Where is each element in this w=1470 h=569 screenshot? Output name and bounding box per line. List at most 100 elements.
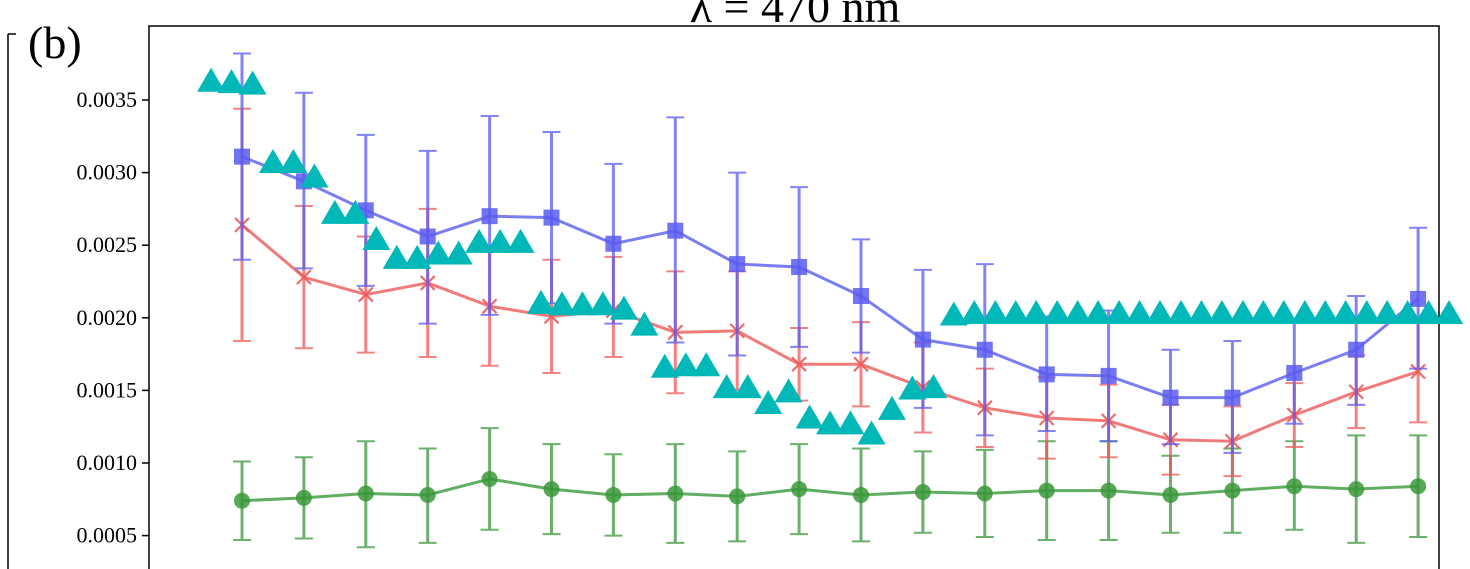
data-point-cyan [733,374,762,399]
data-point-green [295,489,312,506]
data-point-blue [605,235,622,252]
data-point-green [667,485,684,502]
data-point-blue [1224,389,1241,406]
data-point-green [1100,482,1117,499]
x-marker-stroke [296,269,312,285]
data-point-blue [853,288,869,305]
data-point-blue [1162,389,1179,406]
data-point-cyan [836,410,865,435]
series-line-blue [241,155,1420,400]
data-point-cyan [1435,300,1464,325]
data-point-cyan [1105,300,1134,325]
data-point-blue [1038,366,1055,383]
data-point-cyan [1311,300,1340,325]
y-tick-label: 0.0030 [77,160,138,185]
data-point-cyan [258,149,287,174]
data-point-cyan [816,410,845,435]
series-green [233,427,1428,549]
data-point-cyan [300,163,329,188]
data-point-green [605,486,622,503]
data-point-blue [667,222,684,239]
y-tick-label: 0.0020 [77,305,138,330]
data-point-red [358,286,374,303]
data-point-cyan [568,291,597,316]
data-point-green [729,488,746,505]
left-bracket [7,33,16,569]
data-point-green [357,485,374,502]
x-marker-stroke [791,356,807,373]
data-point-cyan [217,69,246,94]
data-point-blue [419,228,436,245]
data-point-cyan [712,374,741,399]
data-point-blue [1100,367,1117,384]
y-axis: 0.0005 0.0010 0.0015 0.0020 0.0025 0.0030 0.00… [77,87,149,548]
x-marker-stroke [1410,363,1426,380]
data-point-green [234,492,250,509]
data-point-cyan [1249,300,1278,325]
data-point-cyan [1290,300,1319,325]
data-point-cyan [238,70,267,95]
x-marker-stroke [358,286,374,303]
data-point-green [543,481,560,498]
data-point-cyan [197,67,226,92]
panel-label: (b) [28,17,82,68]
data-point-cyan [609,295,638,320]
data-point-cyan [526,289,555,314]
data-point-cyan [444,240,473,265]
data-point-cyan [1187,300,1216,325]
data-point-cyan [506,228,535,253]
y-tick-label: 0.0035 [77,87,138,112]
plot-area [197,52,1464,549]
data-point-cyan [774,378,803,403]
data-point-cyan [548,291,577,316]
x-marker-stroke [853,356,869,373]
y-tick-label: 0.0005 [77,523,138,548]
data-point-green [914,484,931,501]
data-point-cyan [1084,300,1113,325]
data-point-cyan [1414,300,1443,325]
data-point-blue [791,258,808,275]
data-point-cyan [981,300,1010,325]
data-point-cyan [403,244,432,269]
data-point-red [1410,363,1426,380]
data-point-cyan [1393,300,1422,325]
data-point-green [1410,478,1427,495]
data-point-cyan [1207,300,1236,325]
data-point-blue [543,209,560,226]
data-point-green [481,470,498,487]
series-line-red [241,223,1419,443]
data-point-red [296,269,312,285]
data-point-cyan [1352,300,1381,325]
series-line-green [241,477,1419,503]
data-point-green [1162,486,1179,503]
data-point-blue [729,256,746,273]
data-point-cyan [939,301,968,326]
data-point-cyan [671,352,700,377]
data-point-green [976,485,993,502]
data-point-blue [976,341,993,358]
y-tick-label: 0.0025 [77,232,138,257]
data-point-cyan [960,300,989,325]
data-point-cyan [362,225,391,250]
data-point-cyan [424,240,453,265]
data-point-cyan [1269,300,1298,325]
data-point-cyan [692,352,721,377]
data-point-green [1286,478,1303,495]
series-blue [233,52,1428,454]
data-point-green [1224,482,1241,499]
data-point-cyan [1125,300,1154,325]
data-point-cyan [1228,300,1257,325]
data-point-red [853,356,869,373]
data-point-green [419,486,436,503]
data-point-cyan [486,228,515,253]
data-point-green [1038,482,1055,499]
data-point-cyan [341,199,370,224]
data-point-cyan [588,291,617,316]
data-point-cyan [1373,300,1402,325]
data-point-cyan [1001,300,1030,325]
data-point-red [791,356,807,373]
data-point-cyan [1145,300,1174,325]
data-point-cyan [857,420,886,445]
data-point-cyan [1022,300,1051,325]
